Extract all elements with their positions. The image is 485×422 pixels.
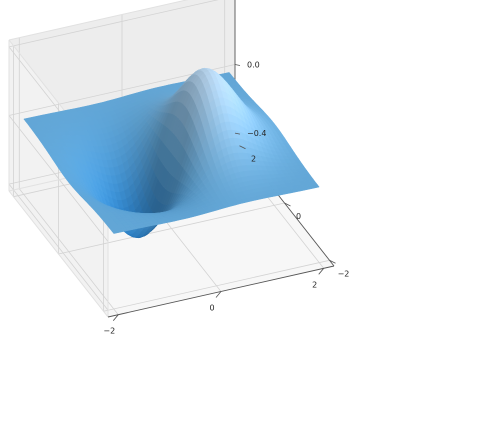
y-tick-label: 2 [251, 155, 256, 164]
tick-marks [112, 64, 336, 321]
y-tick [239, 145, 246, 150]
tick-labels: −2 0 2 −2 0 2 −0.4 0.0 0.4 [103, 0, 349, 336]
surface-cell [312, 184, 320, 189]
z-tick [234, 132, 241, 135]
x-tick-label: −2 [103, 327, 115, 336]
pane-edge [8, 190, 109, 318]
surface-mesh [23, 67, 320, 239]
z-tick [234, 64, 241, 66]
pane-edge [8, 0, 189, 41]
y-tick-label: 0 [296, 212, 301, 221]
z-tick-label: −0.4 [247, 129, 266, 138]
y-tick [284, 202, 291, 207]
y-tick-label: −2 [338, 269, 350, 278]
z-tick-label: 0.0 [247, 61, 260, 70]
x-tick-label: 2 [312, 280, 317, 289]
x-tick [112, 314, 119, 321]
y-tick [329, 259, 336, 264]
x-tick [318, 268, 325, 275]
x-tick [215, 291, 222, 298]
z-tick-label: 0.4 [247, 0, 260, 1]
x-tick-label: 0 [209, 304, 214, 313]
